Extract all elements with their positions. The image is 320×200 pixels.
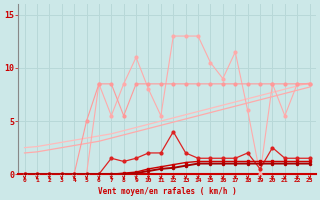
X-axis label: Vent moyen/en rafales ( km/h ): Vent moyen/en rafales ( km/h ) (98, 187, 236, 196)
